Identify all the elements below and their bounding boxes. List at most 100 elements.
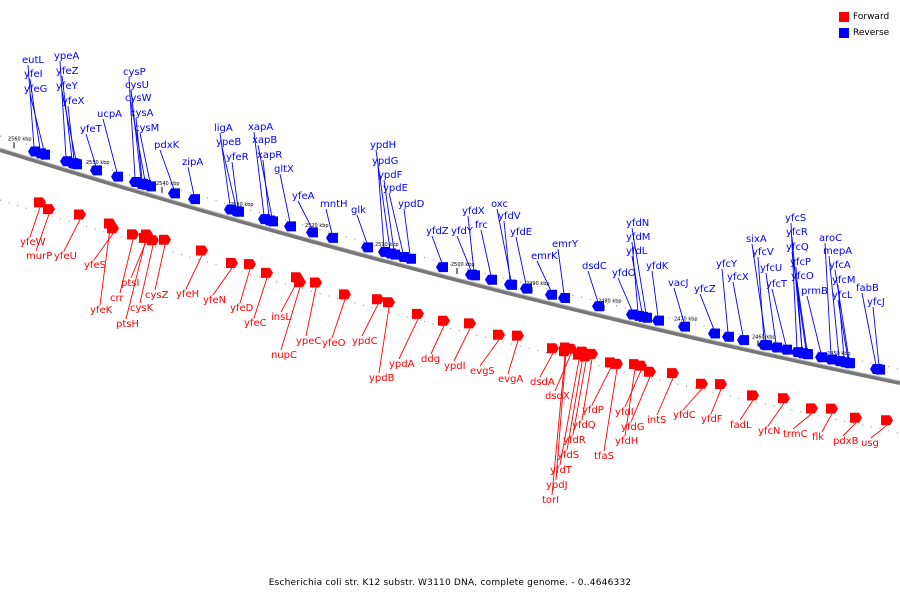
gene-glk-arrow[interactable] <box>361 242 373 253</box>
tick-label: 2540 kbp <box>156 181 180 187</box>
gene-emr-y-arrow[interactable] <box>558 293 570 304</box>
gene-yfc-t-arrow[interactable] <box>780 344 792 355</box>
gene-ddg-arrow[interactable] <box>438 315 450 326</box>
gene-ypd-a-label: ypdA <box>389 359 415 370</box>
reverse-leader <box>297 200 313 229</box>
gene-pts-h-label: ptsH <box>116 319 139 330</box>
gene-yfe-h-arrow[interactable] <box>196 245 208 256</box>
gene-yfc-j-arrow[interactable] <box>873 364 885 375</box>
gene-pdx-k-arrow[interactable] <box>168 188 180 199</box>
gene-xap-a-label: xapA <box>248 122 273 133</box>
gene-ype-c-arrow[interactable] <box>310 277 322 288</box>
gene-yfe-n-arrow[interactable] <box>226 258 238 269</box>
gene-fad-l-arrow[interactable] <box>747 390 759 401</box>
gene-zip-a-arrow[interactable] <box>188 194 200 205</box>
gene-yfd-g-arrow[interactable] <box>644 366 656 377</box>
reverse-leader <box>861 292 877 366</box>
gene-ypd-f-arrow[interactable] <box>388 249 400 260</box>
forward-leader <box>624 369 636 437</box>
gene-yfd-t-arrow[interactable] <box>573 349 585 360</box>
gene-yfe-t-arrow[interactable] <box>90 165 102 176</box>
gene-yfe-d-label: yfeD <box>230 303 254 314</box>
gene-yfc-z-arrow[interactable] <box>708 328 720 339</box>
gene-evg-s-arrow[interactable] <box>493 329 505 340</box>
gene-frc-arrow[interactable] <box>485 274 497 285</box>
gene-mur-p-arrow[interactable] <box>43 204 55 215</box>
gene-nup-c-arrow[interactable] <box>294 277 306 288</box>
forward-leader <box>710 388 722 415</box>
forward-leader <box>581 358 593 421</box>
gene-int-s-arrow[interactable] <box>667 368 679 379</box>
gene-trm-c-label: trmC <box>783 429 808 440</box>
gene-tor-i-arrow[interactable] <box>559 346 571 357</box>
gene-yfc-u-arrow[interactable] <box>770 342 782 353</box>
gene-yfd-x-arrow[interactable] <box>468 270 480 281</box>
gene-yfe-o-arrow[interactable] <box>339 289 351 300</box>
gene-yfe-k-arrow[interactable] <box>104 218 116 229</box>
gene-yfe-g-arrow[interactable] <box>38 149 50 160</box>
gene-dsd-a-arrow[interactable] <box>547 343 559 354</box>
gene-crr-arrow[interactable] <box>127 229 139 240</box>
gene-vac-j-arrow[interactable] <box>678 321 690 332</box>
gene-ypd-b-arrow[interactable] <box>383 297 395 308</box>
gene-usg-label: usg <box>861 438 879 449</box>
gene-mnt-h-arrow[interactable] <box>326 232 338 243</box>
gene-yfc-v-arrow[interactable] <box>758 339 770 350</box>
gene-evg-s-label: evgS <box>470 366 495 377</box>
gene-emr-k-arrow[interactable] <box>545 289 557 300</box>
gene-tfa-s-arrow[interactable] <box>611 358 623 369</box>
gene-yfd-v-arrow[interactable] <box>504 279 516 290</box>
gene-yfd-o-arrow[interactable] <box>626 309 638 320</box>
gene-yfc-l-arrow[interactable] <box>842 358 854 369</box>
gene-yfd-s-label: yfdS <box>557 450 579 461</box>
gene-ypd-i-arrow[interactable] <box>464 318 476 329</box>
gene-ypd-c-label: ypdC <box>352 336 378 347</box>
gene-yfc-y-arrow[interactable] <box>722 331 734 342</box>
gene-cys-m-label: cysM <box>134 123 159 134</box>
gene-yfe-w-label: yfeW <box>20 237 46 248</box>
reverse-leader <box>828 255 840 358</box>
gene-yfd-f-arrow[interactable] <box>715 379 727 390</box>
gene-yfc-n-arrow[interactable] <box>778 393 790 404</box>
gene-cys-z-arrow[interactable] <box>159 234 171 245</box>
gene-yfd-c-arrow[interactable] <box>696 378 708 389</box>
gene-yfd-e-arrow[interactable] <box>520 283 532 294</box>
gene-yfe-c-arrow[interactable] <box>261 267 273 278</box>
gene-yfd-h-arrow[interactable] <box>629 359 641 370</box>
gene-cys-k-arrow[interactable] <box>147 235 159 246</box>
gene-fab-b-label: fabB <box>856 283 879 294</box>
gene-ucp-a-arrow[interactable] <box>111 171 123 182</box>
gene-int-s-label: intS <box>647 415 666 426</box>
gene-pdx-b-arrow[interactable] <box>850 412 862 423</box>
gene-yfe-a-arrow[interactable] <box>306 227 318 238</box>
gene-dsd-c-arrow[interactable] <box>592 301 604 312</box>
gene-ucp-a-label: ucpA <box>97 109 122 120</box>
gene-ypd-a-arrow[interactable] <box>412 308 424 319</box>
gene-yfc-x-arrow[interactable] <box>737 335 749 346</box>
gene-prm-b-arrow[interactable] <box>815 352 827 363</box>
gene-yfd-k-arrow[interactable] <box>652 315 664 326</box>
gene-prm-b-label: prmB <box>801 286 828 297</box>
gene-ypd-c-arrow[interactable] <box>372 294 384 305</box>
gene-xap-r-arrow[interactable] <box>263 215 275 226</box>
gene-usg-arrow[interactable] <box>881 415 893 426</box>
gene-yfe-d-arrow[interactable] <box>244 259 256 270</box>
gene-trm-c-arrow[interactable] <box>806 403 818 414</box>
reverse-leader <box>431 235 443 264</box>
gene-yfe-r-arrow[interactable] <box>232 206 244 217</box>
gene-ypd-g-arrow[interactable] <box>378 246 390 257</box>
forward-leader <box>870 424 888 439</box>
gene-glt-x-arrow[interactable] <box>284 221 296 232</box>
genome-backbone <box>0 147 900 385</box>
gene-yfd-z-arrow[interactable] <box>436 262 448 273</box>
gene-evg-a-arrow[interactable] <box>512 330 524 341</box>
gene-yfe-x-arrow[interactable] <box>68 158 80 169</box>
gene-yfe-u-arrow[interactable] <box>74 209 86 220</box>
gene-flk-arrow[interactable] <box>826 403 838 414</box>
gene-cys-m-arrow[interactable] <box>144 181 156 192</box>
forward-leader <box>603 368 618 452</box>
gene-yfc-o-arrow[interactable] <box>801 349 813 360</box>
gene-yfd-l-arrow[interactable] <box>636 311 648 322</box>
reverse-leader <box>503 220 511 281</box>
gene-ypd-d-arrow[interactable] <box>404 253 416 264</box>
